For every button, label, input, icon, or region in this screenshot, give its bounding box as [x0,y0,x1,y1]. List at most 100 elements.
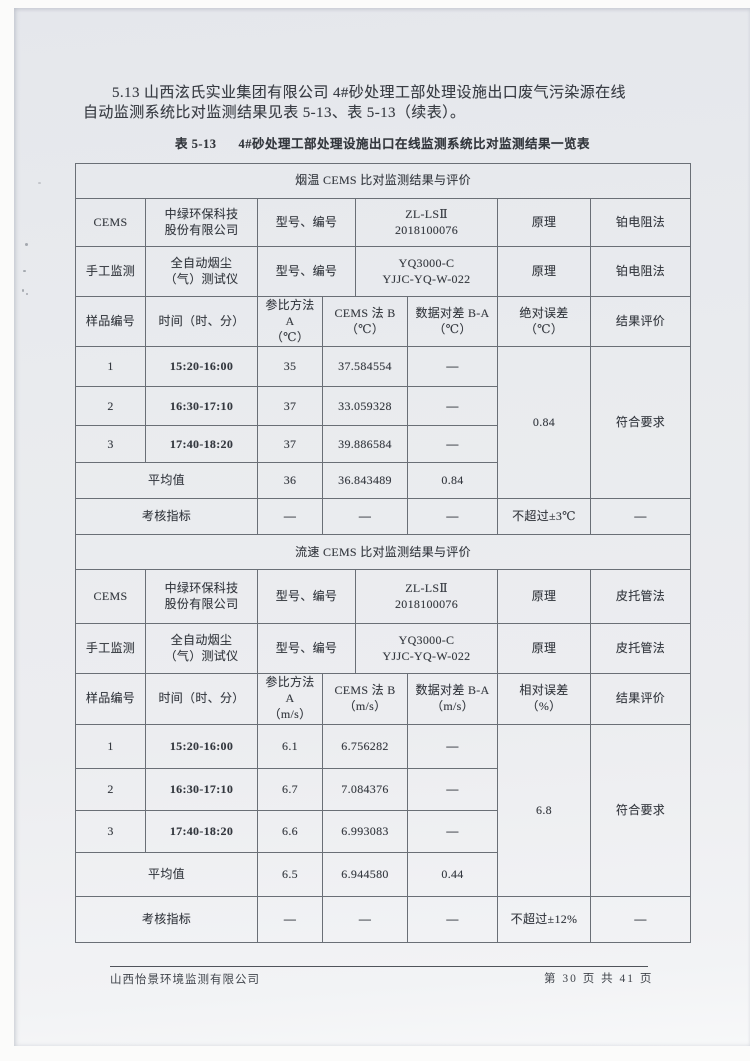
cell-principle-label: 原理 [497,623,591,675]
cell-principle-value: 皮托管法 [589,569,692,625]
cell-system-label: 手工监测 [75,623,146,675]
cell-time: 17:40-18:20 [145,425,258,464]
cell-assess-result: — [589,498,692,536]
cell-reference-a: 37 [257,425,323,464]
cell-merged-result: 符合要求 [589,346,692,500]
cell-diff-ba: — [407,767,498,811]
section-title: 烟温 CEMS 比对监测结果与评价 [74,163,692,199]
section1-column-header-row: 样品编号 时间（时、分） 参比方法 A （℃） CEMS 法 B （℃） 数据对… [75,295,692,348]
cell-cems-b: 33.059328 [322,386,408,427]
cell-cems-b: 6.993083 [322,809,408,853]
footer-page-number: 第 30 页 共 41 页 [544,973,654,985]
cell-model-value: ZL-LSⅡ 2018100076 [355,569,498,625]
cell-principle-value: 铂电阻法 [589,198,692,247]
cell-model-label: 型号、编号 [257,623,356,675]
cell-sample-no: 2 [75,767,146,811]
cell-diff-ba: — [407,346,498,388]
cell-time: 16:30-17:10 [145,767,258,811]
col-sample-no: 样品编号 [75,295,146,348]
cell-diff-ba: — [407,425,498,464]
section1-cems-info-row: CEMS 中绿环保科技 股份有限公司 型号、编号 ZL-LSⅡ 20181000… [75,198,692,247]
cell-diff-ba: — [407,723,498,769]
cell-assess-label: 考核指标 [75,895,258,943]
cell-assess-diff: — [407,895,498,943]
cell-reference-a: 37 [257,386,323,427]
section1-manual-info-row: 手工监测 全自动烟尘 （气）测试仪 型号、编号 YQ3000-C YJJC-YQ… [75,246,692,297]
intro-line-2: 自动监测系统比对监测结果见表 5-13、表 5-13（续表）。 [83,104,466,121]
cell-assess-limit: 不超过±12% [497,895,591,943]
cell-diff-ba: — [407,386,498,427]
cell-time: 15:20-16:00 [145,346,258,388]
sample-row: 3 17:40-18:20 37 39.886584 — [75,425,691,464]
assessment-row: 考核指标 — — — 不超过±3℃ — [75,498,692,536]
sample-row: 3 17:40-18:20 6.6 6.993083 — [75,809,691,853]
cell-merged-error: 0.84 [497,346,591,500]
cell-principle-label: 原理 [497,198,591,247]
cell-average-diff: 0.44 [407,851,498,897]
cell-average-ref: 36 [257,462,323,500]
cell-merged-error: 6.8 [497,723,591,897]
cell-merged-result: 符合要求 [589,723,692,897]
cell-model-label: 型号、编号 [257,198,356,247]
section2-column-header-row: 样品编号 时间（时、分） 参比方法 A （m/s） CEMS 法 B （m/s）… [75,673,692,725]
intro-line-1: 5.13 山西泫氏实业集团有限公司 4#砂处理工部处理设施出口废气污染源在线 [112,85,626,101]
cell-reference-a: 6.7 [257,767,323,811]
sample-row: 2 16:30-17:10 37 33.059328 — [75,386,691,427]
cell-principle-label: 原理 [497,569,591,625]
cell-principle-value: 皮托管法 [589,623,692,675]
cell-model-label: 型号、编号 [257,569,356,625]
cell-model-value: YQ3000-C YJJC-YQ-W-022 [355,623,498,675]
cell-vendor: 全自动烟尘 （气）测试仪 [145,246,258,297]
sample-row: 1 15:20-16:00 6.1 6.756282 — 6.8 符合要求 [75,723,692,897]
section2-cems-info-row: CEMS 中绿环保科技 股份有限公司 型号、编号 ZL-LSⅡ 20181000… [75,569,692,625]
cell-time: 15:20-16:00 [145,723,258,769]
cell-diff-ba: — [407,809,498,853]
cell-sample-no: 2 [75,386,146,427]
scan-speckle [38,182,41,184]
cell-vendor: 全自动烟尘 （气）测试仪 [145,623,258,675]
section2-manual-info-row: 手工监测 全自动烟尘 （气）测试仪 型号、编号 YQ3000-C YJJC-YQ… [75,623,692,675]
cell-average-label: 平均值 [75,851,258,897]
cell-sample-no: 3 [75,425,146,464]
col-sample-no: 样品编号 [75,673,146,725]
cell-model-value: ZL-LSⅡ 2018100076 [355,198,498,247]
cell-cems-b: 6.756282 [322,723,408,769]
section1-title-row: 烟温 CEMS 比对监测结果与评价 [74,163,692,199]
col-error: 相对误差 （%） [497,673,591,725]
col-diff-ba: 数据对差 B-A （m/s） [407,673,498,725]
table-caption: 表 5-13 4#砂处理工部处理设施出口在线监测系统比对监测结果一览表 [75,133,690,152]
assessment-row: 考核指标 — — — 不超过±12% — [75,895,692,943]
table-caption-label: 表 5-13 [174,137,217,151]
cell-assess-label: 考核指标 [75,498,258,536]
sample-row: 2 16:30-17:10 6.7 7.084376 — [75,767,691,811]
cell-reference-a: 35 [257,346,323,388]
cell-time: 17:40-18:20 [145,809,258,853]
cell-principle-label: 原理 [497,246,591,297]
cell-reference-a: 6.1 [257,723,323,769]
col-time: 时间（时、分） [145,673,258,725]
cell-cems-b: 39.886584 [322,425,408,464]
col-result: 结果评价 [589,295,692,348]
col-reference-a: 参比方法 A （m/s） [257,673,323,725]
col-diff-ba: 数据对差 B-A （℃） [407,295,498,348]
intro-paragraph: 5.13 山西泫氏实业集团有限公司 4#砂处理工部处理设施出口废气污染源在线 自… [83,84,679,123]
section-title: 流速 CEMS 比对监测结果与评价 [74,534,692,571]
col-result: 结果评价 [589,673,692,725]
scan-speckle [22,289,24,292]
cell-time: 16:30-17:10 [145,386,258,427]
col-time: 时间（时、分） [145,295,258,348]
cell-average-label: 平均值 [75,462,258,500]
col-reference-a: 参比方法 A （℃） [257,295,323,348]
footer-divider [110,966,648,967]
cell-assess-ref: — [257,498,323,536]
cell-assess-cems: — [322,498,408,536]
sample-row: 1 15:20-16:00 35 37.584554 — 0.84 符合要求 [75,346,692,500]
average-row: 平均值 36 36.843489 0.84 [75,462,691,500]
cell-assess-result: — [589,895,692,943]
cell-average-ref: 6.5 [257,851,323,897]
col-cems-b: CEMS 法 B （℃） [322,295,408,348]
cell-vendor: 中绿环保科技 股份有限公司 [145,569,258,625]
scan-speckle [25,243,28,246]
comparison-results-table: 烟温 CEMS 比对监测结果与评价 CEMS 中绿环保科技 股份有限公司 型号、… [74,163,692,943]
scan-speckle [23,270,26,272]
